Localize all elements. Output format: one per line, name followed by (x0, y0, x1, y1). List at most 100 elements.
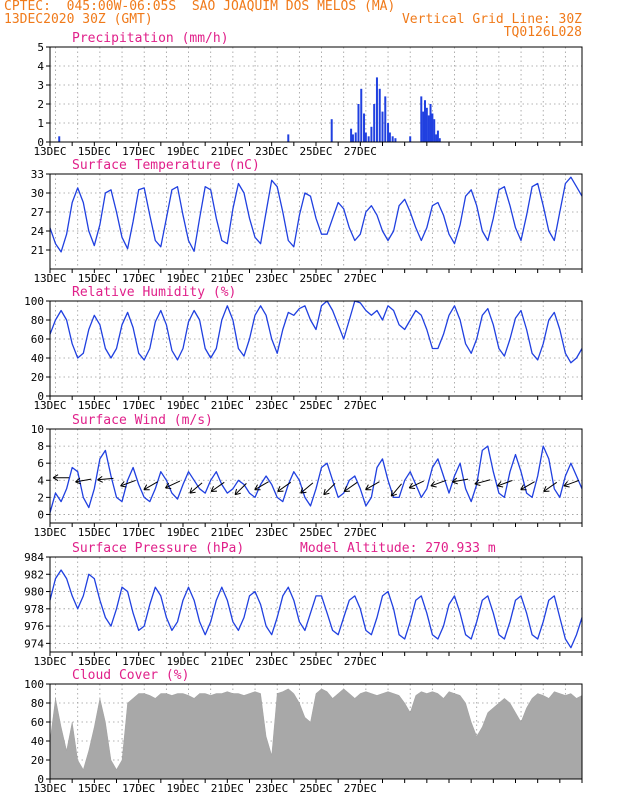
wind-arrow-head (97, 475, 103, 483)
precipitation-bar (58, 136, 61, 142)
precipitation-bar (429, 104, 432, 142)
pressure-xtick-label: 13DEC (33, 655, 66, 668)
humidity-frame (49, 300, 583, 397)
pressure-xtick-label: 17DEC (122, 655, 155, 668)
precipitation-xtick-label: 21DEC (211, 145, 244, 158)
wind-line (49, 445, 583, 513)
humidity-ytick-label: 40 (31, 352, 44, 365)
wind-xtick-label: 17DEC (122, 526, 155, 539)
cloud-cover-xtick-label: 25DEC (299, 782, 332, 795)
precipitation-bar (435, 134, 438, 142)
humidity-xtick-label: 17DEC (122, 399, 155, 412)
precipitation-bar (438, 138, 441, 142)
temperature-line (49, 176, 583, 253)
pressure-xtick-label: 25DEC (299, 655, 332, 668)
humidity-xtick-label: 27DEC (344, 399, 377, 412)
precipitation-bar (384, 96, 387, 142)
precipitation-xtick-label: 25DEC (299, 145, 332, 158)
humidity-xtick-label: 25DEC (299, 399, 332, 412)
humidity-ytick-label: 80 (31, 314, 44, 327)
humidity-xtick-label: 23DEC (255, 399, 288, 412)
precipitation-bar (367, 136, 370, 142)
temperature-xtick-label: 23DEC (255, 272, 288, 285)
temperature-xtick-label: 13DEC (33, 272, 66, 285)
precipitation-bar (330, 119, 333, 142)
wind-arrow (563, 479, 580, 487)
wind-arrow (543, 481, 558, 492)
wind-arrow (75, 478, 92, 483)
wind-arrow-head (277, 485, 284, 492)
pressure-title: Surface Pressure (hPa) (72, 541, 244, 556)
precipitation-bar (373, 104, 376, 142)
pressure-ytick-label: 974 (24, 637, 44, 650)
humidity-ytick-label: 0 (37, 390, 44, 403)
humidity-xtick-label: 13DEC (33, 399, 66, 412)
cloud-cover-xtick-label: 27DEC (344, 782, 377, 795)
wind-arrow (520, 481, 535, 491)
wind-arrow-head (210, 485, 217, 492)
temperature-ytick-label: 33 (31, 168, 44, 181)
wind-arrow-head (496, 481, 504, 488)
wind-arrow-head (563, 481, 570, 488)
wind-arrow (165, 480, 181, 489)
precipitation-bar (354, 132, 357, 142)
pressure-xtick-label: 15DEC (78, 655, 111, 668)
precipitation-bar (423, 100, 426, 142)
precipitation-bar (391, 136, 394, 142)
precipitation-bar (387, 123, 390, 142)
wind-xtick-label: 23DEC (255, 526, 288, 539)
precipitation-title: Precipitation (mm/h) (72, 31, 229, 46)
header-model-code: TQ0126L028 (503, 25, 582, 40)
wind-ytick-label: 8 (37, 440, 44, 453)
pressure-line (49, 569, 583, 649)
temperature-title: Surface Temperature (nC) (72, 158, 260, 173)
humidity-xtick-label: 15DEC (78, 399, 111, 412)
temperature-xtick-label: 25DEC (299, 272, 332, 285)
wind-arrow-head (365, 484, 372, 491)
temperature-ytick-label: 30 (31, 187, 44, 200)
temperature-xtick-label: 21DEC (211, 272, 244, 285)
cloud-cover-ytick-label: 0 (37, 773, 44, 786)
precipitation-bar (422, 111, 425, 142)
wind-xtick-label: 21DEC (211, 526, 244, 539)
precipitation-bar (427, 115, 430, 142)
wind-arrow (390, 483, 402, 497)
wind-arrow (497, 479, 513, 487)
temperature-xtick-label: 17DEC (122, 272, 155, 285)
precipitation-ytick-label: 4 (37, 60, 44, 73)
precipitation-bar (364, 132, 367, 142)
precipitation-bar (394, 138, 397, 142)
cloud-cover-xtick-label: 13DEC (33, 782, 66, 795)
precipitation-frame (49, 46, 583, 143)
precipitation-bar (350, 128, 353, 142)
wind-arrow (365, 481, 380, 491)
wind-title: Surface Wind (m/s) (72, 413, 213, 428)
precipitation-xtick-label: 15DEC (78, 145, 111, 158)
wind-ytick-label: 6 (37, 457, 44, 470)
temperature-xtick-label: 15DEC (78, 272, 111, 285)
wind-arrow (277, 481, 292, 492)
wind-ytick-label: 10 (31, 423, 44, 436)
cloud-cover-xtick-label: 21DEC (211, 782, 244, 795)
wind-arrow-head (52, 474, 59, 482)
precipitation-bar (425, 107, 428, 142)
cloud-cover-ytick-label: 60 (31, 716, 44, 729)
wind-arrow-head (189, 487, 196, 494)
wind-arrow (452, 478, 469, 483)
wind-arrow-head (390, 490, 397, 497)
cloud-cover-area (49, 688, 583, 780)
pressure-xtick-label: 21DEC (211, 655, 244, 668)
temperature-ytick-label: 24 (31, 225, 45, 238)
cloud-cover-xtick-label: 19DEC (166, 782, 199, 795)
pressure-xtick-label: 27DEC (344, 655, 377, 668)
wind-arrow (97, 477, 114, 481)
wind-arrow-head (143, 484, 150, 491)
humidity-title: Relative Humidity (%) (72, 285, 236, 300)
wind-arrow-head (430, 481, 437, 488)
precipitation-bar (357, 104, 360, 142)
wind-ytick-label: 2 (37, 491, 44, 504)
precipitation-bar (363, 113, 366, 142)
wind-arrow (120, 479, 136, 487)
wind-arrow-head (520, 484, 527, 491)
